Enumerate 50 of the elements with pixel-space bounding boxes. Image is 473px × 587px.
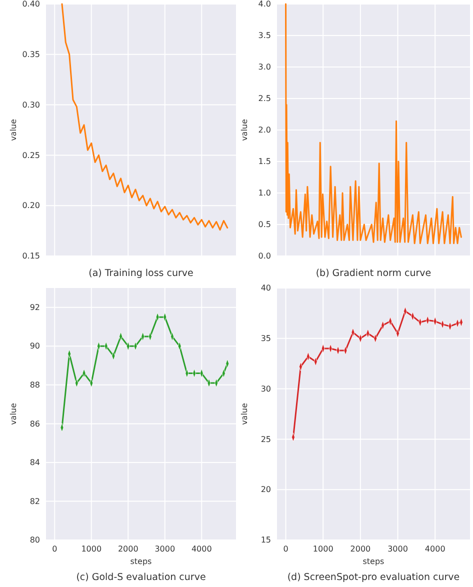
y-tick-label: 2.5 xyxy=(258,94,271,104)
x-tick-label: 0 xyxy=(52,544,58,554)
y-tick-label: 15 xyxy=(260,536,271,545)
text: (c) Gold-S evaluation curve xyxy=(76,572,206,583)
y-axis-title: value xyxy=(9,403,18,425)
x-tick-label: 0 xyxy=(283,544,288,554)
line-series xyxy=(61,3,228,231)
line-series xyxy=(285,3,462,244)
x-tick-label: 4000 xyxy=(191,544,212,554)
x-tick-label: 2000 xyxy=(118,544,138,554)
x-tick-label: 1000 xyxy=(81,544,102,554)
y-tick-label: 3.5 xyxy=(258,31,271,40)
x-tick-label: 4000 xyxy=(424,544,446,554)
y-tick-label: 0.0 xyxy=(258,252,271,261)
y-tick-label: 86 xyxy=(30,419,40,428)
y-tick-label: 88 xyxy=(30,380,40,390)
y-tick-label: 0.35 xyxy=(22,50,40,59)
x-tick-label: 3000 xyxy=(388,544,408,554)
y-tick-label: 0.30 xyxy=(22,100,40,110)
y-tick-label: 1.0 xyxy=(258,188,271,198)
y-tick-label: 40 xyxy=(260,284,271,293)
y-axis-title: value xyxy=(240,119,249,141)
text: (b) Gradient norm curve xyxy=(316,268,432,279)
y-tick-label: 2.0 xyxy=(258,126,271,135)
y-axis-title: value xyxy=(240,403,249,425)
y-tick-label: 90 xyxy=(30,342,40,351)
y-axis-title: value xyxy=(9,119,18,141)
y-tick-label: 0.15 xyxy=(22,252,40,261)
y-tick-label: 0.20 xyxy=(22,201,40,210)
x-tick-label: 3000 xyxy=(154,544,176,554)
y-tick-label: 84 xyxy=(30,458,40,468)
x-axis-title: steps xyxy=(130,557,152,566)
y-tick-label: 35 xyxy=(260,334,271,343)
y-tick-label: 4.0 xyxy=(258,0,271,9)
y-tick-label: 0.5 xyxy=(258,220,271,230)
y-tick-label: 82 xyxy=(30,496,40,506)
x-axis-title: steps xyxy=(362,557,384,566)
y-tick-label: 0.25 xyxy=(22,150,40,160)
y-tick-label: 92 xyxy=(30,302,40,312)
y-tick-label: 30 xyxy=(260,384,271,394)
text: (d) ScreenSpot-pro evaluation curve xyxy=(287,572,460,583)
x-tick-label: 1000 xyxy=(312,544,334,554)
y-tick-label: 20 xyxy=(260,485,271,494)
y-tick-label: 0.40 xyxy=(22,0,40,9)
y-tick-label: 1.5 xyxy=(258,157,271,166)
y-tick-label: 3.0 xyxy=(258,62,271,72)
x-tick-label: 2000 xyxy=(350,544,371,554)
text: (a) Training loss curve xyxy=(88,268,194,279)
y-tick-label: 80 xyxy=(30,536,40,545)
y-tick-label: 25 xyxy=(260,434,271,444)
